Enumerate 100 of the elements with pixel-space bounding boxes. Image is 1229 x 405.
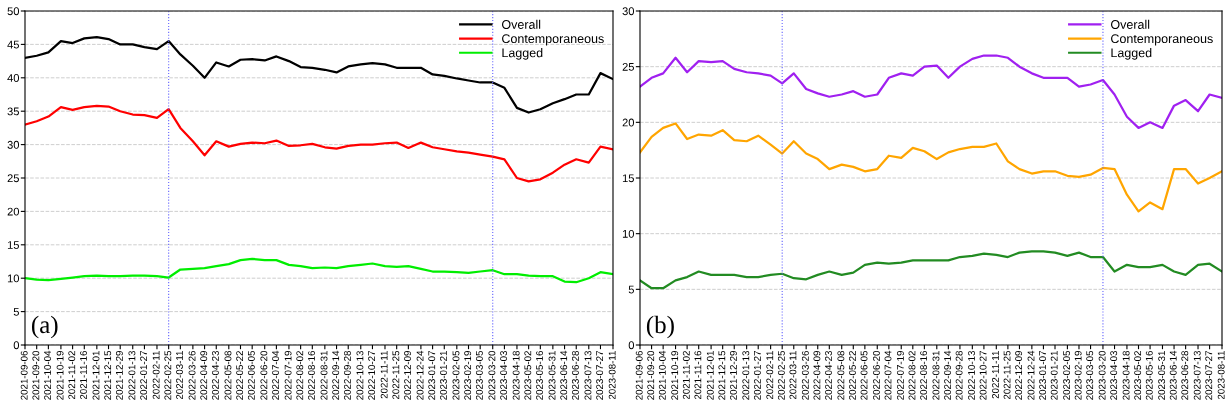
x-tick-label: 2023-05-31 xyxy=(1158,351,1166,400)
x-tick-label: 2022-12-24 xyxy=(1027,350,1035,400)
y-tick-label: 40 xyxy=(7,74,20,82)
x-tick-label: 2022-07-04 xyxy=(272,350,280,400)
x-tick-label: 2022-02-25 xyxy=(164,350,172,400)
x-tick-label: 2021-09-20 xyxy=(647,350,655,400)
x-tick-label: 2022-09-14 xyxy=(944,350,951,400)
x-tick-label: 2022-01-27 xyxy=(140,351,148,400)
y-tick-label: 35 xyxy=(7,107,19,116)
y-tick-label: 5 xyxy=(628,285,634,294)
y-tick-label: 30 xyxy=(622,7,635,16)
x-tick-label: 2023-01-21 xyxy=(1050,351,1058,400)
x-tick-label: 2021-12-15 xyxy=(104,350,112,400)
y-tick-label: 20 xyxy=(7,207,20,216)
legend-label: Contemporaneous xyxy=(502,34,604,46)
x-tick-label: 2022-05-22 xyxy=(849,351,856,400)
y-tick-label: 30 xyxy=(7,140,20,149)
x-tick-label: 2021-10-19 xyxy=(56,351,64,400)
y-tick-label: 5 xyxy=(13,307,19,316)
x-tick-label: 2022-09-28 xyxy=(955,350,963,400)
x-tick-label: 2022-06-05 xyxy=(860,350,868,400)
line-series xyxy=(640,122,1222,213)
x-tick-label: 2023-04-18 xyxy=(512,350,520,400)
y-tick-label: 0 xyxy=(628,341,635,350)
x-tick-label: 2023-05-02 xyxy=(1134,351,1142,400)
x-tick-label: 2023-07-27 xyxy=(1205,351,1213,400)
x-tick-label: 2022-03-11 xyxy=(176,351,183,400)
x-tick-label: 2022-01-27 xyxy=(753,351,761,400)
x-tick-label: 2023-02-19 xyxy=(464,351,472,400)
x-tick-label: 2022-01-13 xyxy=(128,350,136,400)
x-tick-label: 2022-04-23 xyxy=(211,350,219,400)
x-tick-label: 2021-11-16 xyxy=(80,350,87,400)
x-tick-label: 2021-12-01 xyxy=(92,351,100,400)
y-tick-label: 20 xyxy=(622,118,635,127)
x-tick-label: 2021-10-04 xyxy=(658,350,666,400)
x-tick-label: 2023-03-20 xyxy=(1098,350,1106,400)
x-tick-label: 2021-10-19 xyxy=(671,351,679,400)
legend-label: Overall xyxy=(502,19,541,29)
x-tick-label: 2022-04-23 xyxy=(825,350,832,400)
x-tick-label: 2022-10-27 xyxy=(979,351,987,400)
x-tick-label: 2022-10-27 xyxy=(368,351,376,400)
legend-label: Lagged xyxy=(1111,48,1152,60)
x-tick-label: 2022-06-20 xyxy=(872,350,880,400)
x-tick-label: 2022-09-14 xyxy=(332,350,340,400)
x-tick-label: 2021-12-29 xyxy=(115,351,123,400)
line-series xyxy=(25,257,613,284)
x-tick-label: 2022-02-11 xyxy=(152,351,160,400)
y-tick-label: 10 xyxy=(622,229,635,238)
legend-label: Contemporaneous xyxy=(1111,34,1213,46)
x-tick-label: 2022-03-11 xyxy=(789,351,797,400)
x-tick-label: 2022-08-16 xyxy=(308,350,315,400)
x-tick-label: 2022-01-13 xyxy=(742,350,750,400)
legend-label: Lagged xyxy=(502,48,543,60)
x-tick-label: 2021-09-06 xyxy=(20,350,28,400)
x-tick-label: 2023-08-11 xyxy=(1217,351,1225,400)
x-tick-label: 2022-03-26 xyxy=(801,350,809,400)
x-tick-label: 2023-08-11 xyxy=(608,351,616,400)
x-tick-label: 2022-03-26 xyxy=(188,350,196,400)
y-tick-label: 25 xyxy=(622,62,634,71)
x-tick-label: 2021-11-02 xyxy=(682,351,690,400)
x-tick-label: 2023-05-02 xyxy=(524,351,532,400)
x-tick-label: 2023-04-03 xyxy=(1110,350,1118,400)
x-tick-label: 2022-12-09 xyxy=(404,351,411,400)
x-tick-label: 2021-09-06 xyxy=(635,350,643,400)
x-tick-label: 2023-07-13 xyxy=(1193,350,1201,400)
x-tick-label: 2022-10-13 xyxy=(968,350,975,400)
y-tick-label: 50 xyxy=(7,7,20,16)
x-tick-label: 2022-11-11 xyxy=(380,351,388,399)
line-series xyxy=(25,104,613,183)
x-tick-label: 2022-05-08 xyxy=(224,350,232,400)
x-tick-label: 2022-02-11 xyxy=(766,351,774,400)
x-tick-label: 2022-08-31 xyxy=(932,351,940,400)
x-tick-label: 2022-12-09 xyxy=(1015,351,1023,400)
x-tick-label: 2022-07-19 xyxy=(896,351,904,400)
x-tick-label: 2023-06-28 xyxy=(1181,350,1189,400)
x-tick-label: 2023-05-31 xyxy=(548,351,556,400)
x-tick-label: 2022-06-20 xyxy=(260,350,268,400)
x-tick-label: 2023-06-14 xyxy=(560,350,568,400)
x-tick-label: 2022-08-02 xyxy=(908,351,916,400)
x-tick-label: 2023-07-13 xyxy=(584,350,592,400)
x-tick-label: 2023-03-05 xyxy=(475,350,483,400)
x-tick-label: 2022-09-28 xyxy=(343,350,351,400)
x-tick-label: 2022-08-02 xyxy=(296,351,304,400)
x-tick-label: 2023-02-05 xyxy=(1063,350,1071,400)
x-tick-label: 2022-08-16 xyxy=(920,350,927,400)
x-tick-label: 2022-07-19 xyxy=(284,351,292,400)
y-tick-label: 0 xyxy=(13,341,20,350)
annotation: (a) xyxy=(31,315,58,339)
x-tick-label: 2022-04-09 xyxy=(200,351,208,400)
x-tick-label: 2023-02-05 xyxy=(452,350,460,400)
y-tick-label: 10 xyxy=(7,274,20,283)
legend-label: Overall xyxy=(1111,19,1150,29)
x-tick-label: 2023-04-03 xyxy=(500,350,508,400)
y-tick-label: 45 xyxy=(7,40,19,49)
x-tick-label: 2023-02-19 xyxy=(1074,351,1082,400)
x-tick-label: 2023-01-07 xyxy=(428,351,436,400)
x-tick-label: 2023-03-20 xyxy=(488,350,496,400)
x-tick-label: 2021-12-15 xyxy=(718,350,726,400)
x-tick-label: 2023-07-27 xyxy=(596,351,604,400)
x-tick-label: 2021-09-20 xyxy=(32,350,40,400)
